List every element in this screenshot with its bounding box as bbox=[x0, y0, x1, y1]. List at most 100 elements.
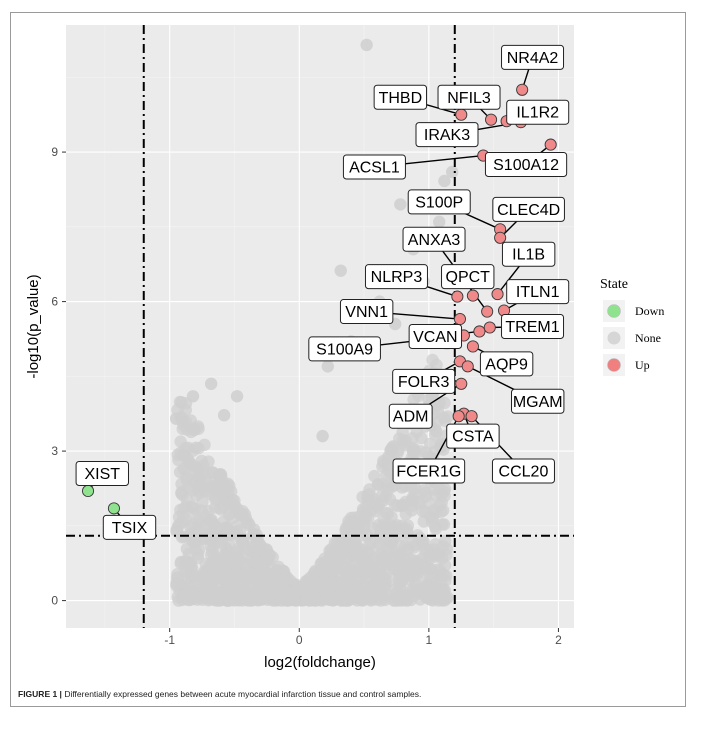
gene-label: IRAK3 bbox=[415, 122, 479, 148]
none-point bbox=[437, 518, 451, 531]
gene-label-text: ACSL1 bbox=[349, 160, 400, 177]
legend-title: State bbox=[600, 277, 628, 292]
none-point bbox=[318, 557, 332, 570]
gene-label-text: THBD bbox=[379, 90, 423, 107]
none-point bbox=[247, 555, 261, 568]
gene-label: CSTA bbox=[446, 423, 500, 449]
y-tick-label: 9 bbox=[51, 145, 58, 159]
figure-caption: FIGURE 1 | Differentially expressed gene… bbox=[18, 689, 421, 699]
gene-point bbox=[516, 83, 529, 96]
legend-entry-label: Down bbox=[635, 304, 664, 318]
gene-label-text: TSIX bbox=[112, 520, 148, 537]
none-point bbox=[389, 520, 402, 534]
none-point bbox=[347, 515, 361, 528]
gene-label-text: IRAK3 bbox=[424, 127, 470, 144]
none-point bbox=[226, 557, 239, 570]
none-point bbox=[280, 587, 294, 600]
gene-label-text: IL1B bbox=[512, 247, 545, 264]
none-point bbox=[397, 561, 411, 574]
gene-label: TSIX bbox=[102, 514, 157, 540]
gene-label-box bbox=[339, 299, 394, 325]
none-point bbox=[407, 393, 420, 406]
gene-label: ITLN1 bbox=[506, 279, 570, 305]
gene-label-text: TREM1 bbox=[505, 319, 559, 336]
gene-label-box bbox=[415, 122, 479, 148]
none-point bbox=[439, 574, 452, 588]
gene-point bbox=[465, 410, 478, 423]
none-point bbox=[416, 505, 429, 518]
none-point bbox=[429, 538, 442, 551]
none-point bbox=[217, 477, 231, 490]
gene-label-text: AQP9 bbox=[485, 356, 528, 373]
none-point bbox=[199, 485, 212, 498]
none-point bbox=[170, 577, 184, 591]
none-point bbox=[217, 409, 231, 422]
gene-label-box bbox=[511, 388, 565, 414]
gene-label: CCL20 bbox=[491, 458, 555, 484]
gene-label-text: NR4A2 bbox=[507, 50, 559, 67]
gene-label: VNN1 bbox=[339, 299, 394, 325]
none-point bbox=[433, 564, 447, 577]
none-point bbox=[234, 508, 248, 521]
none-point bbox=[330, 538, 343, 551]
none-point bbox=[267, 585, 281, 599]
none-point bbox=[178, 566, 192, 579]
gene-point bbox=[81, 484, 95, 498]
none-point bbox=[182, 454, 195, 467]
none-point bbox=[202, 455, 215, 468]
gene-point bbox=[466, 340, 479, 353]
none-point bbox=[405, 494, 419, 507]
gene-point bbox=[461, 360, 474, 373]
caption-text: Differentially expressed genes between a… bbox=[61, 689, 422, 699]
gene-label-box bbox=[501, 44, 565, 70]
none-point bbox=[419, 486, 433, 499]
none-point bbox=[418, 571, 432, 584]
none-point bbox=[393, 548, 407, 561]
none-point bbox=[376, 518, 390, 532]
gene-label: QPCT bbox=[441, 264, 495, 290]
gene-labels: XIST TSIX NR4A2 THBD NFIL3 IL1R2 IRAK3 S100A12 A… bbox=[75, 44, 570, 540]
gene-label: VCAN bbox=[408, 323, 463, 349]
gene-point bbox=[483, 321, 496, 334]
none-point bbox=[192, 514, 205, 527]
caption-label: FIGURE 1 | bbox=[18, 689, 62, 699]
gene-label-box bbox=[491, 458, 555, 484]
gene-label-text: S100A12 bbox=[493, 157, 559, 174]
none-point bbox=[262, 567, 275, 580]
none-point bbox=[347, 544, 360, 557]
none-point bbox=[217, 499, 230, 513]
none-point bbox=[237, 538, 250, 552]
gene-label-box bbox=[102, 514, 157, 540]
gene-label-box bbox=[484, 152, 568, 178]
none-point bbox=[169, 412, 183, 425]
none-point bbox=[355, 554, 369, 568]
none-point bbox=[197, 588, 211, 602]
none-point bbox=[187, 423, 201, 436]
x-tick-label: -1 bbox=[164, 633, 175, 647]
none-point bbox=[261, 551, 275, 564]
gene-label: IL1R2 bbox=[506, 99, 570, 125]
legend-entry-label: Up bbox=[635, 358, 650, 372]
y-tick-label: 0 bbox=[51, 594, 58, 608]
gene-label: S100A9 bbox=[308, 336, 381, 362]
axes: -1 0 1 2 0 3 6 9 log2(foldchange) -log10(p_value) bbox=[25, 145, 562, 671]
gene-label-box bbox=[308, 336, 381, 362]
y-tick-label: 3 bbox=[51, 444, 58, 458]
gene-point bbox=[481, 305, 494, 318]
none-point bbox=[191, 548, 205, 561]
gene-label-text: MGAM bbox=[513, 394, 563, 411]
gene-label-box bbox=[342, 154, 406, 180]
x-tick-label: 2 bbox=[555, 633, 562, 647]
none-point bbox=[220, 521, 233, 535]
y-tick-label: 6 bbox=[51, 295, 58, 309]
none-point bbox=[401, 519, 415, 532]
gene-point bbox=[466, 289, 479, 302]
none-point bbox=[189, 441, 203, 454]
none-point bbox=[360, 38, 373, 52]
figure-frame bbox=[10, 12, 686, 707]
gene-label: NR4A2 bbox=[501, 44, 565, 70]
gene-label-text: NFIL3 bbox=[447, 90, 491, 107]
gene-label-text: FCER1G bbox=[396, 464, 461, 481]
gene-label-text: S100P bbox=[415, 194, 463, 211]
